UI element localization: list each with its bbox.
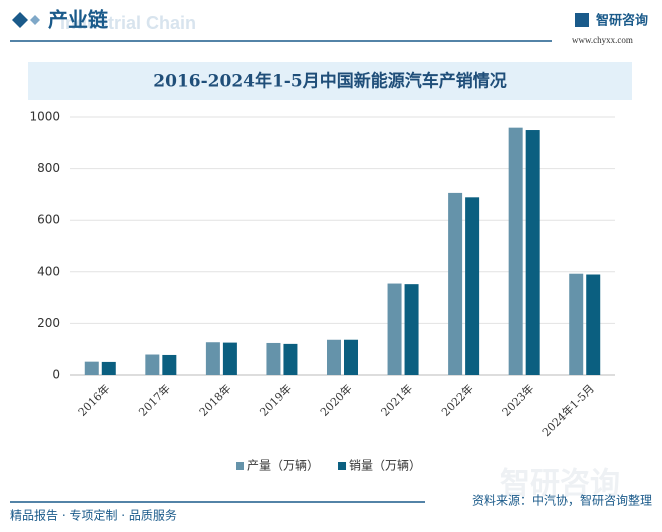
logo-name: 智研咨询 — [596, 13, 648, 29]
footer-slogan: 精品报告 · 专项定制 · 品质服务 — [10, 508, 177, 523]
footer-source: 资料来源：中汽协，智研咨询整理 — [472, 493, 652, 508]
bar — [569, 273, 584, 375]
header-title: 产业链 — [48, 8, 109, 32]
legend-label: 销量（万辆） — [349, 459, 421, 473]
header-subtitle: Industrial Chain — [60, 13, 196, 33]
bar — [465, 197, 480, 375]
logo-icon — [575, 13, 589, 27]
y-tick-label: 400 — [37, 264, 60, 278]
logo-url: www.chyxx.com — [572, 35, 633, 45]
bar — [387, 283, 402, 375]
bar — [101, 361, 116, 375]
bar — [525, 130, 540, 375]
bar — [145, 354, 160, 375]
chart-title: 2016-2024年1-5月中国新能源汽车产销情况 — [153, 71, 506, 92]
diamond-icon — [12, 12, 28, 28]
y-tick-label: 0 — [52, 368, 60, 382]
bar — [327, 339, 341, 375]
diamond-icon — [30, 15, 40, 25]
bar — [344, 339, 358, 375]
y-tick-label: 600 — [37, 213, 60, 227]
bar — [404, 284, 419, 375]
legend-swatch — [338, 462, 347, 470]
bar — [586, 274, 601, 375]
legend-swatch — [236, 462, 244, 470]
y-tick-label: 1000 — [29, 110, 60, 124]
y-tick-label: 200 — [37, 316, 60, 330]
bar — [266, 342, 281, 375]
bar — [448, 192, 463, 375]
bar — [205, 342, 220, 375]
bar — [222, 342, 237, 375]
watermark: 智研咨询 — [500, 467, 620, 502]
legend-label: 产量（万辆） — [247, 459, 319, 473]
bar — [283, 343, 298, 375]
title-band — [28, 62, 632, 100]
bar — [162, 354, 177, 375]
bar — [508, 127, 523, 376]
bar — [84, 361, 99, 375]
y-tick-label: 800 — [37, 161, 60, 175]
